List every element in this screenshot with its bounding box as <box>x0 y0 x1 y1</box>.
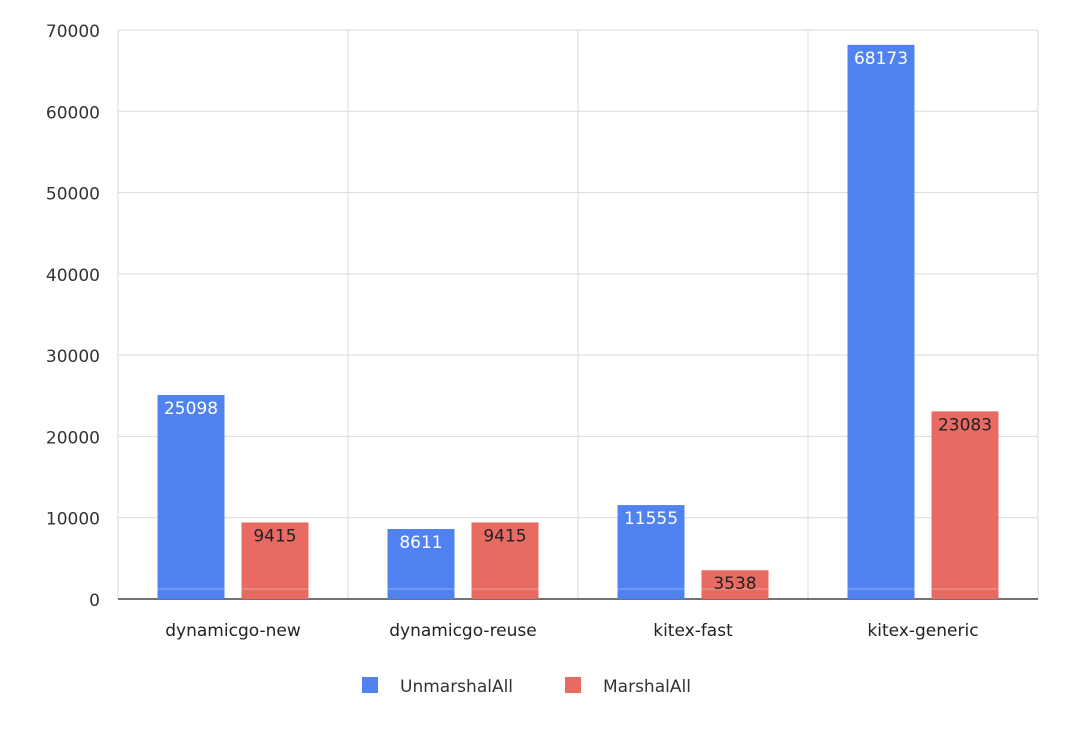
y-tick-label: 50000 <box>46 185 100 205</box>
bar <box>387 529 455 599</box>
y-tick-label: 60000 <box>46 103 100 123</box>
data-label: 8611 <box>399 533 442 553</box>
bar <box>931 411 999 599</box>
x-tick-label: dynamicgo-reuse <box>389 621 536 641</box>
y-tick-label: 0 <box>89 591 100 611</box>
legend-label: UnmarshalAll <box>400 677 513 697</box>
y-tick-label: 70000 <box>46 22 100 42</box>
bar <box>157 394 225 599</box>
y-tick-label: 10000 <box>46 510 100 530</box>
data-label: 9415 <box>483 526 526 546</box>
data-label: 25098 <box>164 399 218 419</box>
data-labels: 25098 9415 8611 9415 11555 3538 68173 23083 <box>164 49 992 594</box>
data-label: 3538 <box>713 574 756 594</box>
bar <box>847 44 915 600</box>
bar <box>471 522 539 599</box>
data-label: 9415 <box>253 526 296 546</box>
legend-swatch <box>362 677 378 693</box>
x-tick-label: dynamicgo-new <box>165 621 301 641</box>
y-tick-label: 30000 <box>46 347 100 367</box>
bars <box>157 44 999 600</box>
bar <box>617 505 685 599</box>
y-tick-label: 20000 <box>46 428 100 448</box>
data-label: 68173 <box>854 49 908 69</box>
bar <box>701 570 769 599</box>
y-tick-label: 40000 <box>46 266 100 286</box>
legend: UnmarshalAll MarshalAll <box>362 677 691 697</box>
bar <box>241 522 309 599</box>
x-tick-label: kitex-generic <box>867 621 978 641</box>
data-label: 23083 <box>938 415 992 435</box>
legend-label: MarshalAll <box>603 677 691 697</box>
legend-swatch <box>565 677 581 693</box>
x-tick-label: kitex-fast <box>653 621 733 641</box>
axes: 0 10000 20000 30000 40000 50000 60000 70000 dyna… <box>46 22 1038 641</box>
data-label: 11555 <box>624 509 678 529</box>
gridlines <box>117 29 1039 599</box>
